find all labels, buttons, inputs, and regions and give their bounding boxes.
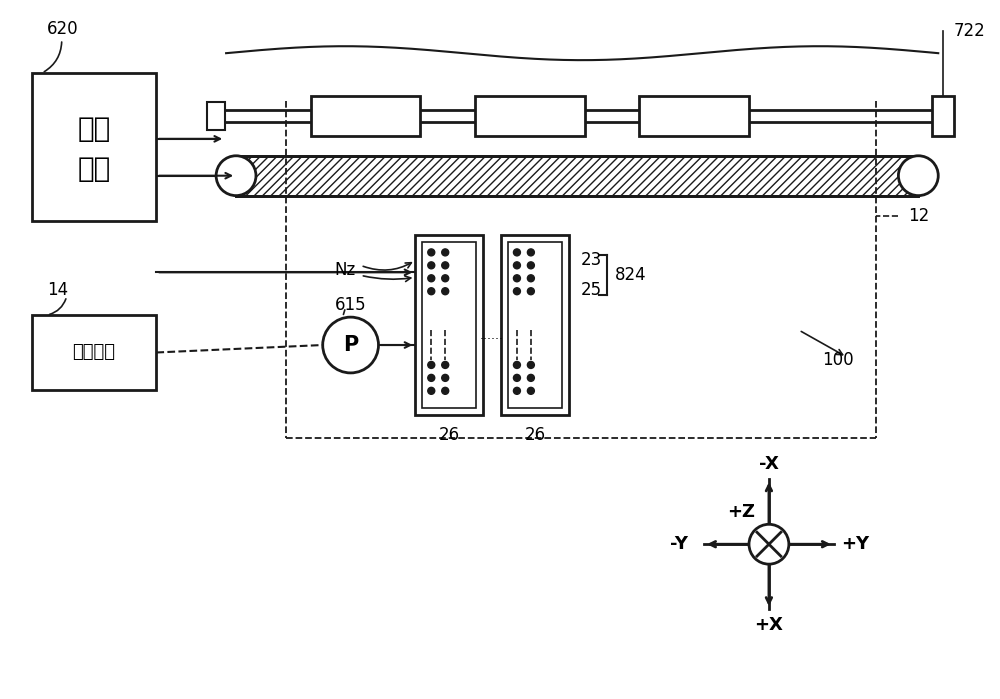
Bar xyxy=(32,315,156,390)
Bar xyxy=(236,156,918,196)
Text: 25: 25 xyxy=(581,281,602,299)
Text: 824: 824 xyxy=(615,266,646,284)
Text: 26: 26 xyxy=(439,426,460,444)
Circle shape xyxy=(428,361,435,368)
Bar xyxy=(639,96,749,136)
Text: P: P xyxy=(343,335,358,355)
Text: 615: 615 xyxy=(335,296,366,314)
Text: +X: +X xyxy=(754,616,783,634)
Text: 620: 620 xyxy=(47,20,78,38)
Text: 控制: 控制 xyxy=(77,115,111,143)
Circle shape xyxy=(428,262,435,269)
Circle shape xyxy=(513,361,520,368)
Circle shape xyxy=(527,361,534,368)
Text: -Y: -Y xyxy=(670,535,688,553)
Circle shape xyxy=(428,375,435,382)
Circle shape xyxy=(428,249,435,256)
Text: 液体容器: 液体容器 xyxy=(73,343,116,361)
Text: 26: 26 xyxy=(524,426,545,444)
Text: 单元: 单元 xyxy=(77,155,111,183)
Bar xyxy=(475,96,585,136)
Circle shape xyxy=(527,387,534,394)
Circle shape xyxy=(428,387,435,394)
Circle shape xyxy=(442,375,449,382)
Circle shape xyxy=(442,275,449,282)
Circle shape xyxy=(527,375,534,382)
Bar xyxy=(207,102,225,130)
Circle shape xyxy=(527,288,534,295)
Text: 23: 23 xyxy=(581,252,602,269)
Bar xyxy=(311,96,420,136)
Circle shape xyxy=(513,375,520,382)
Bar xyxy=(415,236,483,415)
Text: +Z: +Z xyxy=(727,503,755,521)
Circle shape xyxy=(513,387,520,394)
Circle shape xyxy=(527,249,534,256)
Circle shape xyxy=(513,262,520,269)
Text: +Y: +Y xyxy=(842,535,870,553)
Ellipse shape xyxy=(898,156,938,196)
Circle shape xyxy=(513,288,520,295)
Text: 14: 14 xyxy=(47,281,68,299)
Circle shape xyxy=(442,249,449,256)
Circle shape xyxy=(513,249,520,256)
Text: 12: 12 xyxy=(908,206,930,224)
Text: ......: ...... xyxy=(480,329,504,342)
Circle shape xyxy=(442,387,449,394)
Text: 100: 100 xyxy=(822,351,854,369)
Bar xyxy=(422,243,476,408)
Bar xyxy=(32,73,156,220)
Circle shape xyxy=(749,524,789,564)
Circle shape xyxy=(442,262,449,269)
Circle shape xyxy=(428,275,435,282)
Circle shape xyxy=(513,275,520,282)
Circle shape xyxy=(323,317,378,373)
Bar xyxy=(932,96,954,136)
Text: -X: -X xyxy=(759,454,779,473)
Text: Nz: Nz xyxy=(334,261,356,280)
Text: 722: 722 xyxy=(953,22,985,41)
Circle shape xyxy=(527,275,534,282)
Circle shape xyxy=(527,262,534,269)
Bar xyxy=(508,243,562,408)
Circle shape xyxy=(428,288,435,295)
Circle shape xyxy=(442,288,449,295)
Ellipse shape xyxy=(216,156,256,196)
Bar xyxy=(501,236,569,415)
Circle shape xyxy=(442,361,449,368)
